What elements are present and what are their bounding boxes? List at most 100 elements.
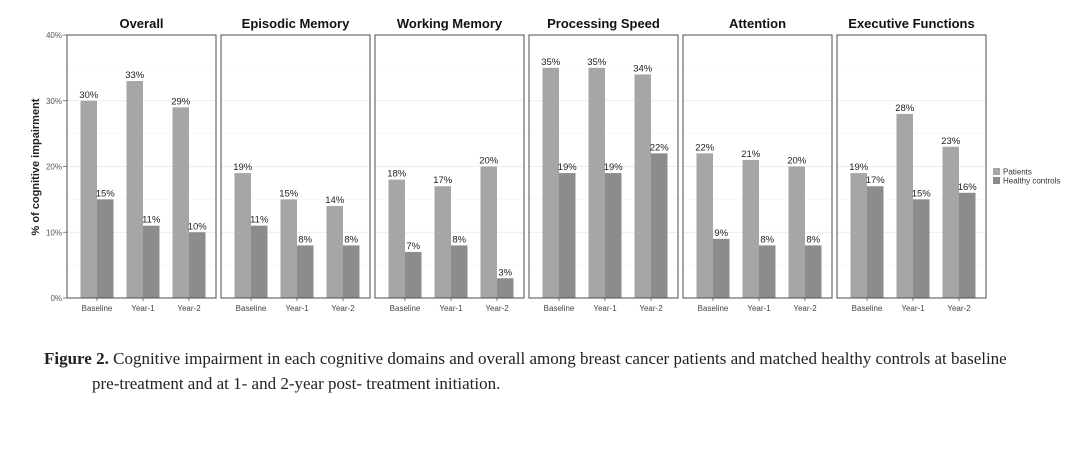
y-tick-label: 30% <box>46 97 62 106</box>
bar-value-label: 17% <box>866 175 886 186</box>
bar-value-label: 9% <box>714 228 728 239</box>
x-tick-label: Year-1 <box>285 304 309 313</box>
bar <box>451 245 468 298</box>
bar <box>913 199 930 298</box>
bar <box>805 245 822 298</box>
bar <box>297 245 314 298</box>
bar-value-label: 29% <box>171 96 191 107</box>
bar <box>696 153 713 298</box>
caption-label: Figure 2. <box>44 349 109 368</box>
bar-value-label: 19% <box>604 162 624 173</box>
bar <box>651 153 668 298</box>
bar-value-label: 20% <box>479 156 499 167</box>
bar <box>234 173 251 298</box>
bar <box>434 186 451 298</box>
panel-border <box>528 34 679 299</box>
y-tick-label: 0% <box>50 294 62 303</box>
bar-value-label: 34% <box>633 63 653 74</box>
bar <box>189 232 206 298</box>
x-tick-label: Year-1 <box>901 304 925 313</box>
panel-3: Processing Speed 35% 19% Baseline 35% 19% Year… <box>528 16 679 313</box>
bar-value-label: 28% <box>895 103 915 114</box>
bar-value-label: 35% <box>541 57 561 68</box>
bar-value-label: 8% <box>760 234 774 245</box>
panel-title: Executive Functions <box>848 16 974 31</box>
bar <box>172 107 189 298</box>
panel-2: Working Memory 18% 7% Baseline 17% 8% Year-1 20… <box>374 16 525 313</box>
bar <box>280 199 297 298</box>
bar-value-label: 8% <box>344 234 358 245</box>
y-axis-label: % of cognitive impairment <box>30 98 42 235</box>
panel-border <box>682 34 833 299</box>
figure-caption: Figure 2. Cognitive impairment in each c… <box>44 346 1054 396</box>
bar-value-label: 19% <box>233 162 253 173</box>
bar <box>497 278 514 298</box>
bar <box>559 173 576 298</box>
bar <box>850 173 867 298</box>
x-tick-label: Year-2 <box>639 304 663 313</box>
bar <box>959 192 976 298</box>
panel-title: Episodic Memory <box>242 16 350 31</box>
y-tick-label: 20% <box>46 163 62 172</box>
bar-value-label: 23% <box>941 136 961 147</box>
x-tick-label: Year-1 <box>593 304 617 313</box>
x-tick-label: Baseline <box>852 304 883 313</box>
bar-value-label: 11% <box>142 215 161 226</box>
panel-1: Episodic Memory 19% 11% Baseline 15% 8% Year-1… <box>220 16 371 313</box>
caption-line-1: Figure 2. Cognitive impairment in each c… <box>44 346 1054 371</box>
bar-value-label: 7% <box>406 241 420 252</box>
bar <box>634 74 651 298</box>
bar-value-label: 10% <box>188 221 208 232</box>
x-tick-label: Year-2 <box>485 304 509 313</box>
bar <box>759 245 776 298</box>
bar <box>405 251 422 298</box>
bar-value-label: 30% <box>79 90 99 101</box>
x-tick-label: Year-2 <box>177 304 201 313</box>
bar <box>326 205 343 298</box>
bar-value-label: 3% <box>498 267 512 278</box>
bar <box>588 67 605 298</box>
bar <box>480 166 497 298</box>
bar <box>542 67 559 298</box>
bar <box>126 81 143 299</box>
bar-value-label: 18% <box>387 169 407 180</box>
bar <box>251 225 268 298</box>
bar-value-label: 33% <box>125 70 145 81</box>
x-tick-label: Baseline <box>698 304 729 313</box>
bar <box>867 186 884 298</box>
bar-value-label: 17% <box>433 175 453 186</box>
panel-border <box>66 34 217 299</box>
bar-value-label: 19% <box>558 162 578 173</box>
bar-value-label: 8% <box>806 234 820 245</box>
x-tick-label: Baseline <box>236 304 267 313</box>
x-tick-label: Year-2 <box>331 304 355 313</box>
panel-4: Attention 22% 9% Baseline 21% 8% Year-1 20% 8% Ye… <box>682 16 833 313</box>
bar-value-label: 20% <box>787 156 807 167</box>
x-tick-label: Baseline <box>390 304 421 313</box>
panel-border <box>836 34 987 299</box>
bar <box>713 238 730 298</box>
panel-5: Executive Functions 19% 17% Baseline 28% 15% Y… <box>836 16 987 313</box>
bar-value-label: 21% <box>741 149 761 160</box>
bar-value-label: 15% <box>279 188 299 199</box>
y-tick-label: 10% <box>46 228 62 237</box>
bar <box>80 100 97 298</box>
caption-text-2: pre-treatment and at 1- and 2-year post-… <box>92 374 501 393</box>
panel-title: Working Memory <box>397 16 503 31</box>
panel-title: Overall <box>119 16 163 31</box>
bar-value-label: 11% <box>250 215 269 226</box>
legend-label: Healthy controls <box>1003 177 1060 186</box>
x-tick-label: Year-1 <box>131 304 155 313</box>
x-tick-label: Year-2 <box>947 304 971 313</box>
legend-swatch <box>993 177 1000 184</box>
panel-0: Overall 30% 15% Baseline 33% 11% Year-1 29% 10% Y… <box>66 16 217 313</box>
bar <box>742 159 759 298</box>
panel-border <box>374 34 525 299</box>
bar <box>942 146 959 298</box>
bar-value-label: 8% <box>298 234 312 245</box>
bar-value-label: 22% <box>695 142 715 153</box>
x-tick-label: Year-1 <box>439 304 463 313</box>
bar <box>143 225 160 298</box>
